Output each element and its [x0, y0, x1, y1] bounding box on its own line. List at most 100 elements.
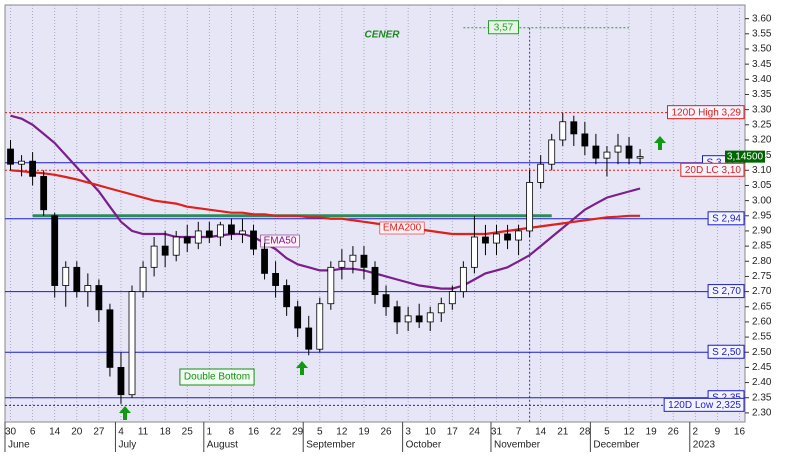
candle-body — [305, 327, 313, 350]
level-label-box — [707, 211, 745, 226]
y-tick-label: 2.45 — [752, 362, 772, 373]
y-tick-label: 2.50 — [752, 347, 772, 358]
level-label-box — [707, 284, 745, 299]
y-tick-label: 3.20 — [752, 135, 772, 146]
arrow — [119, 406, 131, 420]
x-tick-label: 26 — [380, 427, 392, 438]
candle-body — [327, 266, 335, 305]
y-tick-label: 3.00 — [752, 195, 772, 206]
candle-body — [382, 294, 390, 308]
x-tick-label: 30 — [5, 427, 17, 438]
candle-body — [415, 315, 423, 323]
x-tick-label: 22 — [270, 427, 282, 438]
candle-body — [404, 315, 412, 323]
x-tick-label: 14 — [535, 427, 547, 438]
last-price-box — [725, 150, 765, 163]
x-tick-label: 5 — [604, 427, 610, 438]
candle-body — [471, 236, 478, 268]
candle-body — [316, 303, 324, 350]
x-tick-label: 18 — [160, 427, 172, 438]
candle-body — [548, 139, 556, 165]
arrow — [654, 136, 666, 150]
candle-body — [183, 236, 191, 244]
candle-body — [515, 230, 522, 241]
candle-body — [371, 266, 379, 296]
month-label: December — [593, 440, 640, 451]
series-label: EMA200 — [383, 223, 422, 234]
candle-body — [29, 160, 37, 177]
x-tick-label: 20 — [71, 427, 83, 438]
annotation-box — [179, 368, 255, 386]
candle-body — [581, 133, 589, 147]
chart-title: CENER — [364, 30, 400, 41]
y-tick-label: 3.10 — [752, 165, 772, 176]
x-tick-label: 31 — [491, 427, 503, 438]
ema-line — [10, 114, 641, 290]
x-tick-label: 21 — [557, 427, 569, 438]
candle-body — [7, 148, 14, 165]
y-tick-label: 2.30 — [752, 408, 772, 419]
series-label: EMA50 — [264, 236, 297, 247]
candle-body — [459, 266, 467, 292]
arrow — [296, 361, 308, 375]
x-tick-label: 12 — [623, 427, 635, 438]
candle-body — [283, 285, 291, 308]
level-label: 120D Low 2,325 — [668, 400, 741, 411]
month-label: July — [118, 440, 136, 451]
y-tick-label: 2.70 — [752, 286, 772, 297]
candle-body — [482, 236, 489, 244]
y-tick-label: 2.75 — [752, 271, 772, 282]
candle-body — [294, 306, 302, 329]
candle-body — [393, 306, 401, 323]
candle-body — [625, 145, 633, 159]
month-label: June — [8, 440, 30, 451]
target-label: 3,57 — [494, 22, 514, 33]
x-tick-label: 16 — [248, 427, 260, 438]
x-tick-label: 16 — [734, 427, 746, 438]
x-tick-label: 4 — [118, 427, 124, 438]
level-label-box — [663, 397, 745, 412]
y-tick-label: 2.65 — [752, 301, 772, 312]
candle-body — [172, 236, 180, 256]
candle-body — [570, 121, 578, 135]
y-tick-label: 3.25 — [752, 119, 772, 130]
level-label-box — [707, 344, 745, 359]
x-tick-label: 9 — [715, 427, 721, 438]
candle-body — [139, 266, 147, 292]
y-tick-label: 3.40 — [752, 74, 772, 85]
x-tick-label: 25 — [182, 427, 194, 438]
x-tick-label: 17 — [447, 427, 459, 438]
x-tick-label: 2 — [693, 427, 699, 438]
candle-body — [437, 303, 445, 314]
x-tick-label: 7 — [516, 427, 522, 438]
candle-body — [205, 230, 213, 238]
month-label: November — [494, 440, 541, 451]
level-label-box — [667, 105, 745, 120]
candle-body — [504, 233, 511, 241]
ema-line — [10, 169, 641, 236]
candle-body — [493, 233, 500, 244]
x-tick-label: 26 — [668, 427, 680, 438]
x-tick-label: 11 — [138, 427, 149, 438]
candle-body — [360, 254, 368, 268]
x-tick-label: 6 — [30, 427, 36, 438]
level-label: S 2,70 — [712, 286, 741, 297]
candle-body — [603, 151, 611, 159]
y-tick-label: 3.30 — [752, 104, 772, 115]
candle-body — [261, 248, 268, 274]
x-tick-label: 3 — [405, 427, 411, 438]
candle-body — [150, 245, 158, 268]
x-tick-label: 1 — [207, 427, 213, 438]
y-tick-label: 3.45 — [752, 59, 772, 70]
month-label: August — [207, 440, 238, 451]
x-tick-label: 27 — [93, 427, 105, 438]
x-tick-label: 19 — [358, 427, 370, 438]
y-tick-label: 2.40 — [752, 377, 772, 388]
x-tick-label: 12 — [336, 427, 348, 438]
month-label: September — [306, 440, 356, 451]
y-tick-label: 3.50 — [752, 44, 772, 55]
x-tick-label: 28 — [579, 427, 591, 438]
series-label-box — [379, 221, 425, 235]
level-label: 120D High 3,29 — [672, 107, 742, 118]
